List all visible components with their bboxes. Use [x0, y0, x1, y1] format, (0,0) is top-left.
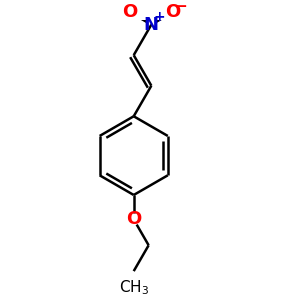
Text: O: O — [126, 210, 141, 228]
Text: N: N — [144, 16, 159, 34]
Text: +: + — [153, 10, 165, 24]
Text: CH$_3$: CH$_3$ — [118, 278, 149, 297]
Text: −: − — [174, 0, 187, 14]
Text: O: O — [123, 3, 138, 21]
Text: O: O — [165, 3, 180, 21]
